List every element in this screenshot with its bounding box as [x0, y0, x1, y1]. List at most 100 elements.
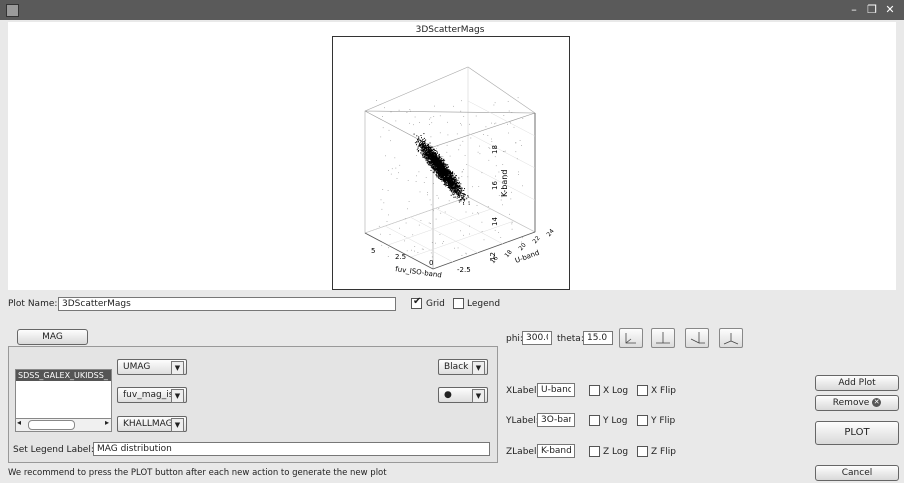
scatter-point	[448, 181, 450, 182]
scatter-point	[404, 218, 406, 220]
scatter-point	[423, 143, 425, 144]
scatter-point	[468, 201, 470, 203]
scatter-point	[429, 162, 431, 164]
minimize-icon[interactable]: –	[851, 3, 857, 16]
scatter-point	[435, 157, 437, 159]
scatter-point	[418, 144, 420, 146]
y-flip-checkbox[interactable]	[637, 415, 648, 426]
view-yz-icon[interactable]	[685, 328, 709, 348]
scatter-point	[446, 171, 447, 173]
scatter-point	[461, 176, 463, 177]
chart-frame[interactable]: 5 2.5 0 -2.5 fuv_ISO-band 12 14 16 18 K-…	[332, 36, 570, 290]
scatter-point	[440, 174, 442, 176]
y-log-checkbox[interactable]	[589, 415, 600, 426]
scatter-point	[446, 169, 448, 171]
scatter-point	[433, 163, 435, 165]
grid-checkbox[interactable]: ✔	[411, 296, 422, 309]
scatter-point	[416, 175, 417, 177]
scatter-point	[432, 167, 434, 169]
scatter-point	[444, 176, 445, 177]
scatter-point	[462, 194, 464, 196]
y-label-input[interactable]	[537, 413, 575, 427]
scatter-point	[418, 224, 420, 226]
scatter-point	[421, 144, 423, 146]
close-icon[interactable]: ✕	[885, 3, 895, 16]
scatter-point	[461, 187, 463, 189]
scatter-point	[380, 136, 382, 138]
view-default-icon[interactable]	[619, 328, 643, 348]
scatter-point	[439, 163, 441, 165]
scatter-point	[450, 184, 452, 185]
scatter-point	[423, 156, 425, 157]
chart-3d-scatter[interactable]: 5 2.5 0 -2.5 fuv_ISO-band 12 14 16 18 K-…	[333, 37, 569, 289]
list-item[interactable]: SDSS_GALEX_UKIDSS_	[16, 370, 111, 381]
tab-mag-distribution[interactable]: MAG distribution	[17, 329, 88, 356]
scatter-point	[460, 187, 462, 189]
scatter-point	[463, 193, 465, 195]
cancel-button[interactable]: Cancel	[815, 465, 899, 481]
scatter-point	[518, 171, 519, 173]
scatter-point	[441, 169, 443, 171]
scatter-point	[442, 175, 444, 177]
x-label-input[interactable]	[537, 383, 575, 397]
scatter-point	[453, 176, 455, 178]
scatter-point	[450, 188, 452, 190]
scatter-point	[453, 196, 455, 198]
remove-button[interactable]: Remove ✕	[815, 395, 899, 411]
scatter-point	[439, 178, 441, 180]
marker-select[interactable]: ● ▼	[438, 387, 488, 403]
restore-icon[interactable]: ❐	[867, 3, 877, 16]
plot-name-input[interactable]	[58, 297, 396, 311]
view-xy-icon[interactable]	[719, 328, 743, 348]
add-plot-button[interactable]: Add Plot	[815, 375, 899, 391]
scatter-point	[456, 183, 458, 185]
title-bar	[0, 0, 904, 20]
scatter-point	[461, 190, 463, 192]
x-flip-label: X Flip	[651, 386, 676, 396]
plot-button[interactable]: PLOT	[815, 421, 899, 445]
scatter-point	[409, 122, 410, 124]
x-column-select[interactable]: UMAG ▼	[117, 359, 187, 375]
scatter-point	[428, 149, 430, 151]
scatter-point	[425, 139, 427, 141]
remove-label: Remove	[832, 398, 870, 408]
scatter-point	[443, 168, 445, 170]
x-log-checkbox[interactable]	[589, 385, 600, 396]
scatter-point	[443, 172, 445, 174]
scatter-point	[454, 180, 456, 182]
scatter-point	[425, 153, 426, 155]
scatter-point	[436, 176, 438, 178]
scatter-point	[456, 192, 458, 194]
scatter-point	[494, 102, 496, 104]
list-scrollbar[interactable]: ◂ ▸	[15, 418, 112, 432]
legend-checkbox[interactable]	[453, 298, 464, 309]
legend-label-input[interactable]	[93, 442, 490, 456]
z-log-checkbox[interactable]	[589, 446, 600, 457]
theta-input[interactable]	[583, 331, 613, 345]
scatter-point	[442, 172, 444, 174]
y-column-select[interactable]: fuv_mag_iso ▼	[117, 387, 187, 403]
scatter-point	[438, 169, 440, 171]
z-label-input[interactable]	[537, 444, 575, 458]
x-flip-checkbox[interactable]	[637, 385, 648, 396]
scatter-point	[416, 135, 418, 137]
scatter-point	[449, 155, 451, 157]
scatter-point	[446, 178, 448, 180]
scatter-point	[426, 162, 428, 164]
scatter-point	[445, 169, 447, 171]
view-xz-icon[interactable]	[651, 328, 675, 348]
scatter-point	[435, 159, 437, 161]
z-flip-checkbox[interactable]	[637, 446, 648, 457]
scatter-point	[442, 242, 443, 244]
scatter-point	[418, 138, 420, 140]
phi-input[interactable]	[522, 331, 552, 345]
z-column-select[interactable]: KHALLMAG ▼	[117, 416, 187, 432]
x-tick-label: 0	[429, 259, 433, 267]
scatter-point	[428, 152, 430, 153]
scatter-point	[463, 196, 465, 197]
scatter-point	[448, 178, 450, 180]
color-select[interactable]: Black ▼	[438, 359, 488, 375]
table-list[interactable]: SDSS_GALEX_UKIDSS_	[15, 369, 112, 419]
scatter-point	[437, 169, 439, 171]
scatter-point	[454, 188, 456, 190]
